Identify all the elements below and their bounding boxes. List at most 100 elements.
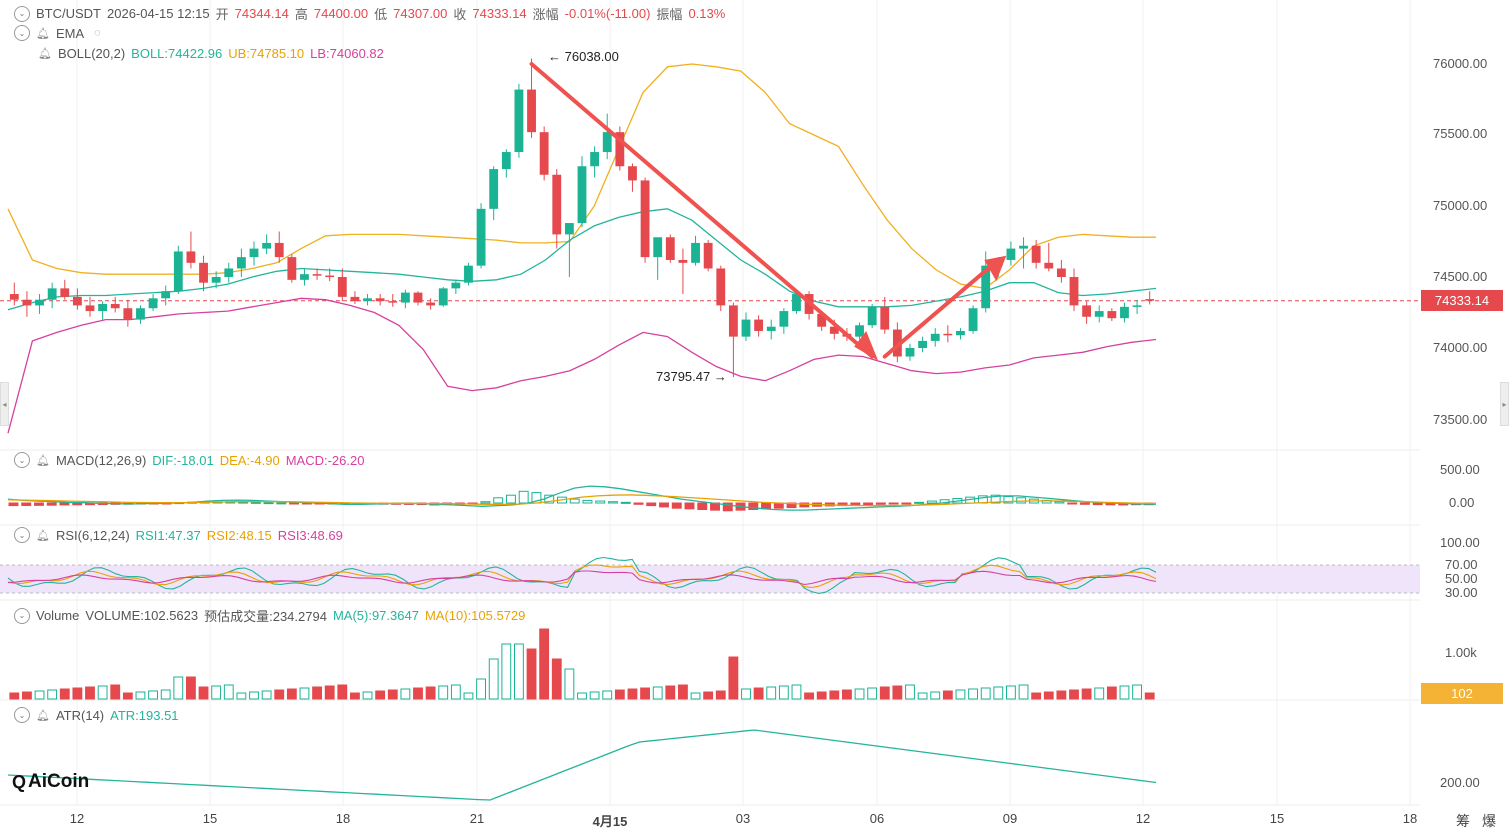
rsi-label: RSI(6,12,24) [55, 527, 130, 543]
macd-bar [1079, 502, 1090, 505]
volume-bar [1006, 685, 1016, 700]
volume-bar [59, 688, 70, 700]
rsi3-value: RSI3:48.69 [277, 527, 343, 543]
eye-off-icon[interactable]: ◌ [94, 27, 101, 39]
boll-bands [7, 63, 1157, 434]
candle-body [438, 288, 448, 306]
low-marker-value: 73795.47 [656, 369, 711, 384]
candle-body [400, 292, 410, 303]
macd-bar [722, 502, 733, 512]
volume-bar [1056, 690, 1067, 700]
candle-body [892, 329, 902, 357]
volume-bar [791, 684, 802, 700]
atr-panel [7, 729, 1157, 801]
volume-header: ⌄ Volume VOLUME:102.5623 预估成交量:234.2794 … [14, 606, 525, 625]
bell-icon[interactable]: 🔔︎ [36, 529, 50, 542]
high-marker-value: 76038.00 [564, 49, 619, 64]
down-arrow-head [854, 330, 879, 361]
macd-bar [480, 501, 491, 504]
high-value: 74400.00 [313, 6, 369, 21]
volume-bar [9, 692, 20, 700]
macd-bar [72, 502, 83, 506]
liquidation-button[interactable]: 爆 [1482, 813, 1496, 828]
candle-body [1006, 248, 1016, 260]
macd-dea-line [7, 494, 1156, 507]
candle-body [1019, 245, 1028, 249]
x-tick: 4月15 [592, 814, 628, 828]
macd-bar [289, 502, 300, 505]
rsi-tick: 100.00 [1440, 535, 1480, 550]
macd-bar [914, 501, 925, 504]
volume-panel [9, 628, 1155, 700]
price-tick: 74000.00 [1433, 340, 1488, 355]
volume-value: VOLUME:102.5623 [85, 608, 199, 623]
candle-body [199, 262, 208, 283]
volume-bar [463, 692, 474, 700]
candle-body [186, 251, 196, 263]
candle-body [287, 257, 297, 280]
candle-body [665, 237, 675, 260]
change-label: 涨幅 [532, 7, 559, 22]
candle-body [501, 152, 511, 170]
chips-button[interactable]: 筹 [1456, 813, 1470, 828]
macd-bar [684, 502, 695, 510]
rsi3-line [7, 570, 1157, 586]
volume-bar [47, 689, 58, 700]
candle-body [716, 268, 726, 306]
bell-icon[interactable]: 🔔︎ [36, 709, 50, 722]
logo-mark: Q [12, 771, 27, 792]
volume-bar [640, 687, 650, 700]
ema-label: EMA [55, 25, 85, 41]
bell-icon[interactable]: 🔔︎ [36, 27, 50, 40]
x-tick: 06 [869, 811, 885, 826]
bell-icon[interactable]: 🔔︎ [38, 48, 52, 60]
volume-bar [766, 686, 777, 700]
candle-body [375, 298, 385, 302]
candle-body [300, 274, 309, 280]
candle-body [590, 152, 600, 167]
volume-bar [968, 688, 978, 700]
candle-body [703, 242, 713, 269]
volume-bar [1069, 689, 1079, 700]
candle-body [224, 268, 234, 277]
volume-bar [160, 689, 171, 700]
right-collapse-handle[interactable]: ▸ [1500, 382, 1509, 426]
chevron-down-icon[interactable]: ⌄ [14, 5, 30, 22]
candle-body [1107, 311, 1117, 319]
chevron-down-icon[interactable]: ⌄ [14, 607, 30, 624]
chevron-down-icon[interactable]: ⌄ [14, 452, 30, 468]
candle-body [628, 166, 637, 181]
aicoin-logo: Q AiCoin [12, 771, 89, 793]
macd-bar [659, 502, 669, 508]
chevron-down-icon[interactable]: ⌄ [14, 25, 30, 41]
macd-bar [888, 502, 899, 505]
volume-bar [97, 685, 108, 700]
macd-bar [633, 502, 644, 505]
volume-bar [614, 689, 625, 700]
macd-bar [595, 500, 606, 504]
candle-body [527, 89, 536, 133]
volume-bar [122, 692, 133, 700]
volume-bar [980, 687, 991, 700]
volume-bar [514, 643, 524, 700]
chevron-down-icon[interactable]: ⌄ [14, 707, 30, 723]
volume-label: Volume [36, 608, 80, 623]
volume-bar [312, 686, 322, 700]
volume-bar [753, 687, 764, 700]
candle-body [754, 319, 764, 331]
volume-bar [955, 689, 966, 700]
chevron-down-icon[interactable]: ⌄ [14, 527, 30, 543]
candle-body [136, 308, 145, 320]
candle-body [464, 265, 473, 283]
left-collapse-handle[interactable]: ◂ [0, 382, 9, 426]
candle-body [766, 326, 776, 331]
candle-body [325, 275, 335, 278]
volume-bar [148, 690, 158, 700]
bell-icon[interactable]: 🔔︎ [36, 454, 50, 467]
current-price-tag: 74333.14 [1421, 290, 1503, 311]
volume-bar [438, 685, 449, 700]
macd-bar [608, 501, 618, 504]
candle-body [741, 319, 751, 337]
